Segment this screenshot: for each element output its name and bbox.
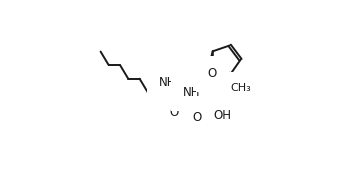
Text: NH: NH	[183, 86, 201, 99]
Text: O: O	[192, 111, 201, 124]
Text: O: O	[208, 68, 217, 81]
Text: NH: NH	[159, 76, 176, 89]
Text: OH: OH	[214, 109, 232, 122]
Text: CH₃: CH₃	[231, 83, 252, 93]
Text: O: O	[169, 107, 178, 120]
